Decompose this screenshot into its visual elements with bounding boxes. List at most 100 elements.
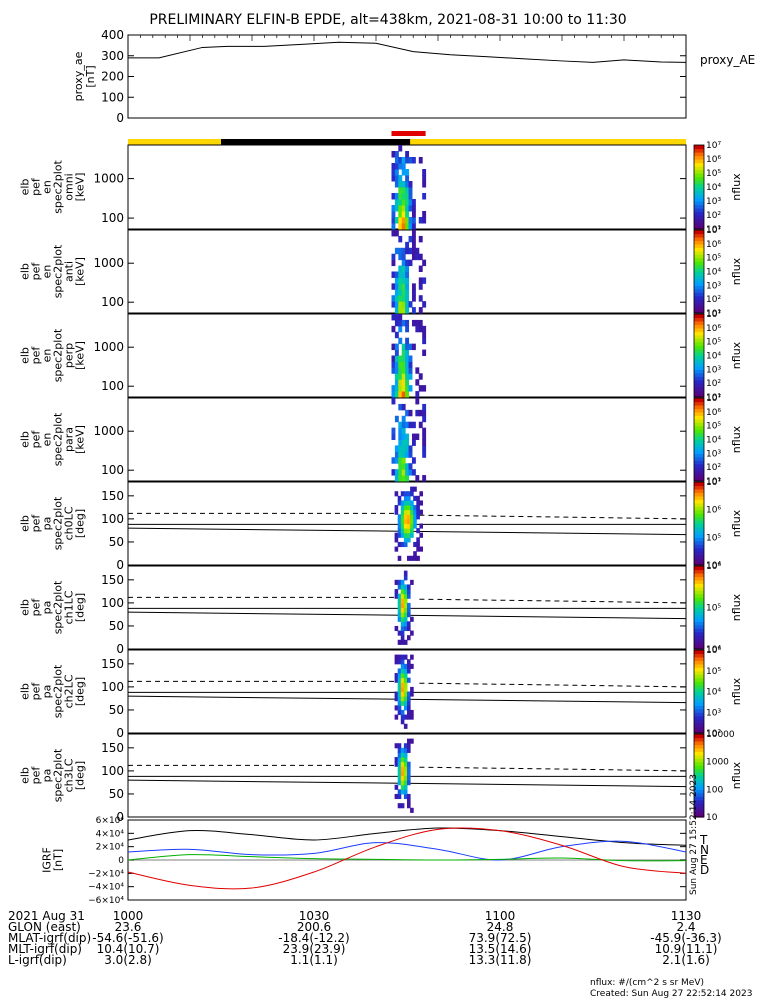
spectrogram-cell bbox=[391, 205, 396, 212]
table-cell: 1130 bbox=[671, 909, 702, 923]
spectrogram-cell bbox=[416, 500, 420, 506]
table-cell: 1030 bbox=[299, 909, 330, 923]
spectrogram-cell bbox=[407, 705, 411, 711]
spectrogram-cell bbox=[407, 663, 411, 669]
spectrogram-cell bbox=[407, 780, 411, 786]
colorbar-label: nflux bbox=[730, 173, 743, 201]
table-cell: 1000 bbox=[113, 909, 144, 923]
spectrogram-cell bbox=[400, 491, 405, 497]
colorbar-cell bbox=[694, 726, 704, 731]
spectrogram-cell bbox=[401, 265, 406, 272]
spectrogram-cell bbox=[401, 367, 406, 374]
colorbar-tick-label: 10³ bbox=[706, 365, 721, 375]
spectrogram-cell bbox=[400, 514, 405, 520]
spectrogram-cell bbox=[403, 775, 408, 781]
spectrogram-cell bbox=[397, 593, 402, 599]
spectrogram-cell bbox=[394, 361, 399, 368]
spectrogram-cell bbox=[394, 714, 399, 720]
y-tick-label: 0 bbox=[116, 810, 124, 824]
spectrogram-cell bbox=[407, 589, 411, 595]
colorbar-cell bbox=[694, 218, 704, 223]
colorbar-cell bbox=[694, 600, 704, 605]
spectrogram-cell bbox=[398, 187, 403, 194]
spectrogram-cell bbox=[398, 271, 403, 278]
spectrogram-cell bbox=[397, 500, 402, 506]
spectrogram-cell bbox=[400, 654, 405, 660]
spectrogram-cell bbox=[400, 677, 405, 683]
spectrogram-cell bbox=[407, 500, 411, 506]
spectrogram-cell bbox=[397, 630, 402, 636]
spectrogram-cell bbox=[401, 223, 406, 230]
spectrogram-cell bbox=[411, 433, 416, 440]
spectrogram-cell bbox=[400, 523, 405, 529]
spectrogram-cell bbox=[400, 770, 405, 776]
spectrogram-cell bbox=[398, 361, 403, 368]
colorbar-cell bbox=[694, 509, 704, 514]
colorbar-tick-label: 10³ bbox=[706, 449, 721, 459]
table-cell: 73.9(72.5) bbox=[469, 931, 532, 945]
y-tick-label: 1000 bbox=[93, 256, 124, 270]
spectrogram-cell bbox=[403, 639, 408, 645]
colorbar-cell bbox=[694, 803, 704, 808]
spectrogram-cell bbox=[407, 659, 411, 665]
spectrogram-cell bbox=[422, 385, 427, 392]
spectrogram-cell bbox=[418, 217, 423, 224]
spectrogram-cell bbox=[394, 505, 399, 511]
colorbar-cell bbox=[694, 173, 704, 178]
panel-frame bbox=[127, 649, 687, 734]
spectrogram-cell bbox=[394, 654, 399, 660]
colorbar-tick-label: 10² bbox=[706, 379, 721, 389]
spectrogram-cell bbox=[398, 175, 403, 182]
spectrogram-cell bbox=[407, 696, 411, 702]
spectrogram-cell bbox=[408, 421, 413, 429]
spectrogram-cell bbox=[401, 247, 406, 255]
spectrogram-cell bbox=[403, 770, 408, 776]
spectrogram-cell bbox=[410, 616, 414, 622]
colorbar-cell bbox=[694, 449, 704, 454]
colorbar-cell bbox=[694, 768, 704, 773]
spectrogram-cell bbox=[410, 505, 414, 511]
orbit-ephemeris-table: 2021 Aug 31 1000 1030 1100 1130 GLON (east) 23… bbox=[8, 909, 722, 967]
spectrogram-cell bbox=[401, 469, 406, 476]
spectrogram-cell bbox=[415, 319, 420, 327]
spectrogram-cell bbox=[400, 598, 405, 604]
spectrogram-cell bbox=[397, 673, 402, 679]
spectrogram-cell bbox=[411, 217, 416, 224]
colorbar-frame bbox=[693, 481, 705, 566]
spectrogram-cell bbox=[398, 295, 403, 302]
spectrogram-cell bbox=[391, 385, 396, 392]
spectrogram-cell bbox=[403, 743, 408, 749]
spectrogram-cell bbox=[397, 793, 402, 800]
spectrogram-cell bbox=[413, 514, 417, 520]
spectrogram-cell bbox=[410, 630, 414, 636]
spectrogram-cell bbox=[398, 181, 403, 188]
spectrogram-cell bbox=[397, 686, 402, 692]
colorbar-cell bbox=[694, 240, 704, 245]
spectrogram-cell bbox=[398, 193, 403, 200]
spectrogram-cell bbox=[405, 217, 410, 224]
colorbar-cell bbox=[694, 194, 704, 199]
colorbar-cell bbox=[694, 747, 704, 752]
spectrogram-cell bbox=[413, 551, 417, 557]
spectrogram-cell bbox=[394, 761, 399, 767]
spectrogram-cell bbox=[405, 187, 410, 194]
colorbar-cell bbox=[694, 722, 704, 727]
y-tick-label: 100 bbox=[101, 90, 124, 104]
colorbar-cell bbox=[694, 586, 704, 591]
colorbar-cell bbox=[694, 705, 704, 710]
colorbar-cell bbox=[694, 488, 704, 493]
spectrogram-cell bbox=[397, 659, 402, 665]
science-zone-marker bbox=[391, 131, 426, 136]
colorbar-cell bbox=[694, 281, 704, 286]
colorbar-label: nflux bbox=[730, 593, 743, 621]
colorbar-tick-label: 10⁶ bbox=[706, 240, 721, 250]
colorbar-cell bbox=[694, 540, 704, 545]
spectrogram-cell bbox=[407, 738, 411, 744]
spectrogram-cell bbox=[400, 803, 405, 809]
spectrogram-cell bbox=[403, 714, 408, 720]
spectrogram-cell bbox=[401, 373, 406, 380]
colorbar-cell bbox=[694, 401, 704, 406]
spectrogram-cell bbox=[400, 659, 405, 665]
colorbar-cell bbox=[694, 544, 704, 549]
colorbar-cell bbox=[694, 324, 704, 329]
